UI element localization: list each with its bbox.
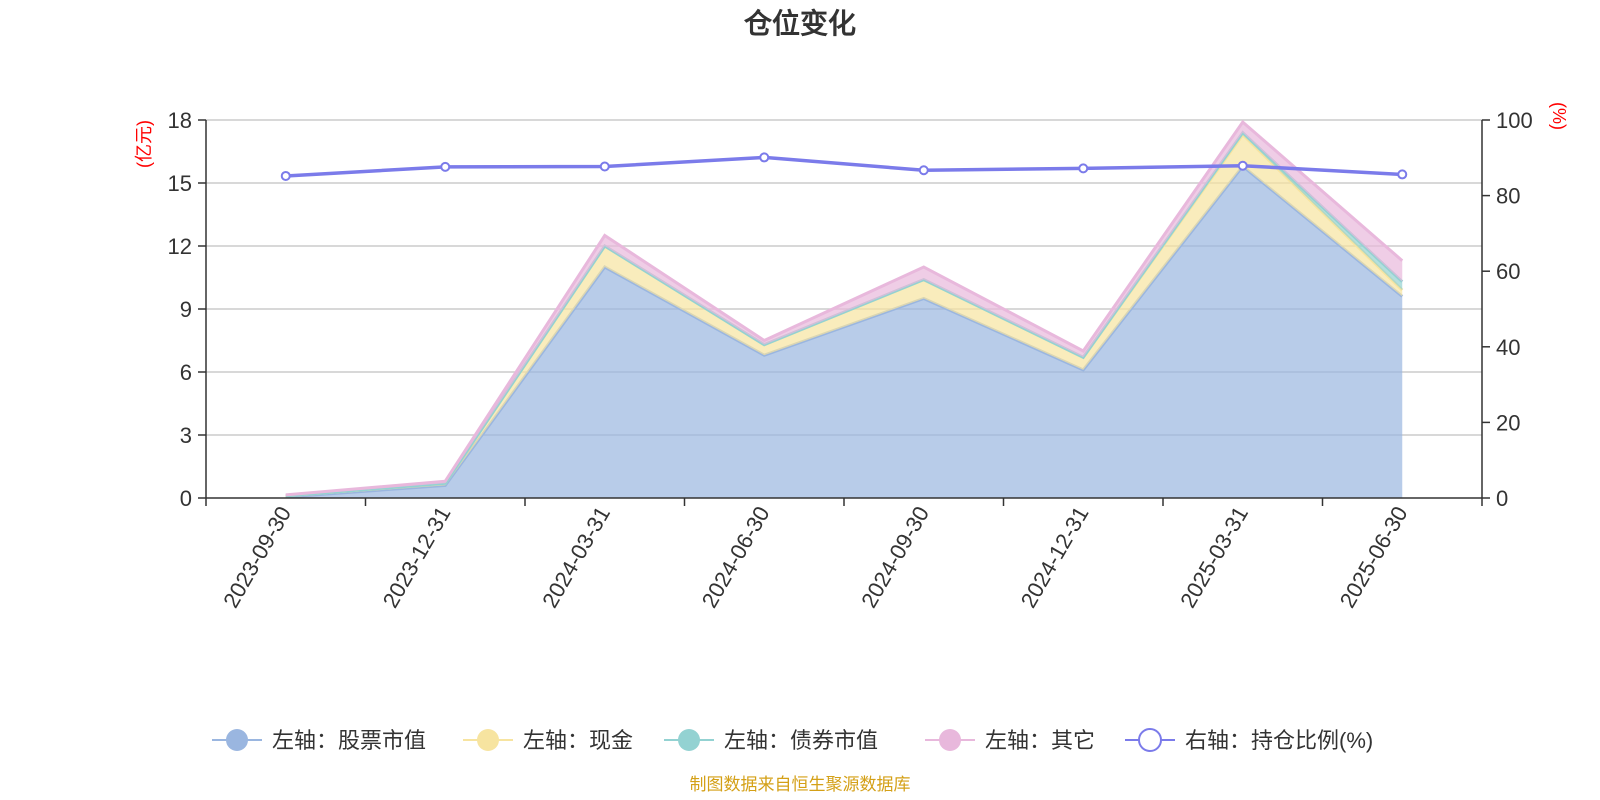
legend-item: 右轴：持仓比例(%) — [1125, 728, 1373, 753]
ratio-point — [1237, 160, 1248, 171]
ratio-line-series — [280, 152, 1408, 181]
legend-label: 右轴：持仓比例(%) — [1185, 728, 1373, 753]
legend-marker — [226, 729, 248, 751]
x-tick-label: 2024-06-30 — [697, 502, 775, 612]
area-左轴：现金 — [285, 134, 1403, 497]
source-note: 制图数据来自恒生聚源数据库 — [690, 775, 911, 794]
x-tick-label: 2024-03-31 — [537, 502, 615, 612]
legend-label: 左轴：现金 — [523, 728, 633, 753]
right-tick-label: 40 — [1496, 335, 1520, 360]
ratio-point — [599, 161, 610, 172]
x-tick-label: 2025-03-31 — [1175, 502, 1253, 612]
legend-label: 左轴：其它 — [985, 728, 1095, 753]
legend-marker — [939, 729, 961, 751]
legend-item: 左轴：其它 — [925, 728, 1095, 753]
left-tick-label: 12 — [168, 234, 192, 259]
left-tick-label: 15 — [168, 171, 192, 196]
x-tick-label: 2023-09-30 — [218, 502, 296, 612]
left-tick-label: 3 — [180, 423, 192, 448]
x-tick-label: 2024-12-31 — [1016, 502, 1094, 612]
legend-marker — [1138, 728, 1162, 752]
left-tick-label: 0 — [180, 486, 192, 511]
x-tick-label: 2024-09-30 — [856, 502, 934, 612]
right-tick-label: 0 — [1496, 486, 1508, 511]
right-tick-label: 80 — [1496, 184, 1520, 209]
legend-item: 左轴：债券市值 — [664, 728, 878, 753]
legend-item: 左轴：现金 — [463, 728, 633, 753]
ratio-point — [1397, 169, 1408, 180]
legend-label: 左轴：债券市值 — [724, 728, 878, 753]
ratio-point — [918, 165, 929, 176]
legend-marker — [477, 729, 499, 751]
legend: 左轴：股票市值 左轴：现金 左轴：债券市值 左轴：其它 右轴：持仓比例(%) — [212, 728, 1373, 753]
chart-title: 仓位变化 — [744, 7, 856, 39]
ratio-point — [759, 152, 770, 163]
stacked-areas — [285, 119, 1404, 499]
area-line-左轴：其它 — [285, 119, 1404, 497]
legend-marker — [678, 729, 700, 751]
left-tick-label: 6 — [180, 360, 192, 385]
ratio-point — [280, 170, 291, 181]
area-左轴：其它 — [285, 122, 1403, 496]
x-tick-label: 2023-12-31 — [378, 502, 456, 612]
ratio-line — [285, 155, 1403, 178]
right-tick-label: 20 — [1496, 410, 1520, 435]
left-tick-label: 18 — [168, 108, 192, 133]
ratio-point — [1078, 163, 1089, 174]
left-tick-label: 9 — [180, 297, 192, 322]
left-axis-unit: (亿元) — [134, 120, 154, 168]
legend-label: 左轴：股票市值 — [272, 728, 426, 753]
right-tick-label: 100 — [1496, 108, 1533, 133]
legend-item: 左轴：股票市值 — [212, 728, 426, 753]
x-tick-label: 2025-06-30 — [1335, 502, 1413, 612]
right-tick-label: 60 — [1496, 259, 1520, 284]
right-axis-unit: (%) — [1549, 102, 1569, 130]
area-左轴：股票市值 — [285, 166, 1403, 498]
ratio-point — [440, 161, 451, 172]
